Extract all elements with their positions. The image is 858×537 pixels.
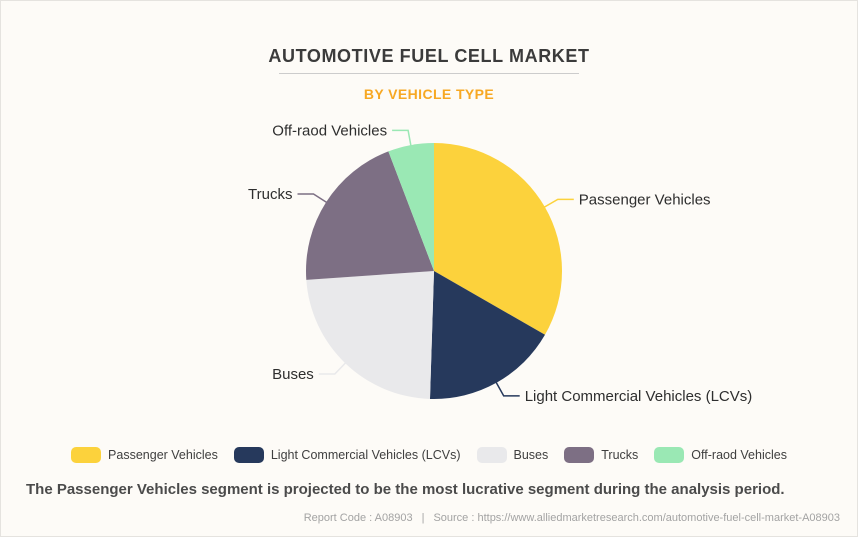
chart-subtitle: BY VEHICLE TYPE (363, 86, 495, 102)
pie-slice-off-raod-vehicles[interactable] (388, 143, 434, 271)
legend-swatch-passenger-vehicles (71, 447, 102, 463)
pie-label-buses: Buses (272, 366, 314, 383)
pie-slice-trucks[interactable] (306, 151, 434, 280)
legend-label-light-commercial-vehicles-lcvs: Light Commercial Vehicles (LCVs) (270, 448, 461, 462)
chart-header: AUTOMOTIVE FUEL CELL MARKET BY VEHICLE T… (1, 1, 857, 102)
chart-title: AUTOMOTIVE FUEL CELL MARKET (268, 46, 590, 66)
pie-label-line-off-raod-vehicles (392, 129, 412, 147)
pie-label-trucks: Trucks (248, 186, 292, 203)
pie-slice-passenger-vehicles[interactable] (434, 143, 563, 335)
legend-swatch-light-commercial-vehicles-lcvs (233, 447, 264, 463)
source-url[interactable]: Source : https://www.alliedmarketresearc… (433, 512, 840, 524)
report-code: Report Code : A08903 (303, 512, 413, 524)
pie-label-line-passenger-vehicles (543, 198, 574, 209)
pie-slice-light-commercial-vehicles-lcvs[interactable] (429, 271, 545, 400)
legend-swatch-trucks (564, 447, 595, 463)
legend-item-passenger-vehicles[interactable]: Passenger Vehicles (71, 447, 218, 463)
pie-label-light-commercial-vehicles-lcvs: Light Commercial Vehicles (LCVs) (525, 388, 753, 405)
pie-label-off-raod-vehicles: Off-raod Vehicles (272, 122, 387, 139)
legend-label-trucks: Trucks (601, 448, 639, 462)
pie-label-line-buses (318, 361, 347, 375)
title-divider (279, 73, 579, 74)
pie-label-line-light-commercial-vehicles-lcvs (495, 381, 520, 397)
pie-slice-buses[interactable] (306, 271, 434, 399)
legend: Passenger Vehicles Light Commercial Vehic… (1, 447, 857, 463)
pie-label-line-trucks (297, 193, 328, 204)
insight-statement: The Passenger Vehicles segment is projec… (26, 481, 785, 498)
legend-label-buses: Buses (513, 448, 549, 462)
legend-item-off-raod-vehicles[interactable]: Off-raod Vehicles (654, 447, 787, 463)
footer: Report Code : A08903 | Source : https://… (304, 512, 840, 524)
legend-swatch-buses (476, 447, 507, 463)
legend-item-light-commercial-vehicles-lcvs[interactable]: Light Commercial Vehicles (LCVs) (233, 447, 461, 463)
footer-separator: | (421, 512, 425, 524)
pie-chart: Passenger Vehicles Light Commercial Vehic… (248, 122, 753, 405)
legend-label-off-raod-vehicles: Off-raod Vehicles (691, 448, 787, 462)
legend-item-trucks[interactable]: Trucks (564, 447, 638, 463)
legend-swatch-off-raod-vehicles (654, 447, 685, 463)
pie-label-passenger-vehicles: Passenger Vehicles (579, 191, 711, 208)
legend-label-passenger-vehicles: Passenger Vehicles (108, 448, 218, 462)
legend-item-buses[interactable]: Buses (476, 447, 549, 463)
